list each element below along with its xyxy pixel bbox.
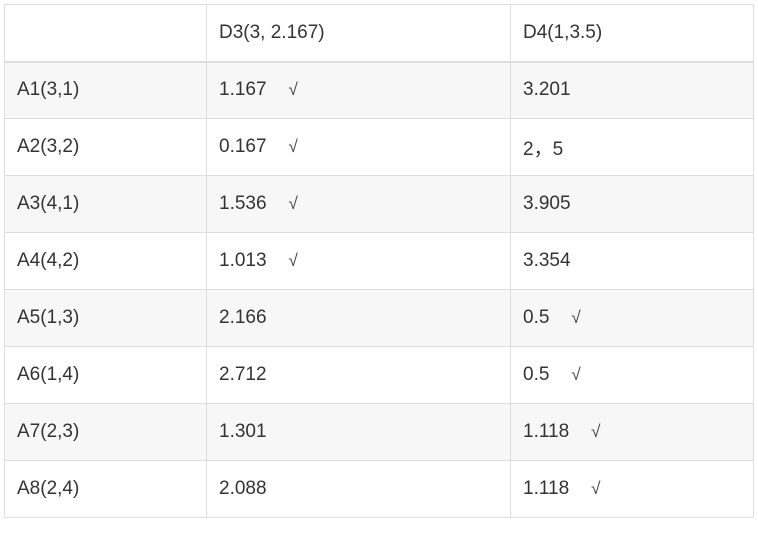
table-row: A3(4,1) 1.536 √ 3.905 (4, 175, 754, 233)
d4-cell: 3.201 (510, 61, 754, 119)
d4-cell: 1.118 √ (510, 460, 754, 518)
d3-cell: 2.166 (206, 289, 511, 347)
d4-value: 0.5 (523, 307, 550, 328)
row-label: A3(4,1) (4, 175, 207, 233)
table-row: A2(3,2) 0.167 √ 2，5 (4, 118, 754, 176)
check-mark-icon: √ (288, 251, 298, 270)
d3-cell: 2.712 (206, 346, 511, 404)
check-mark-icon: √ (571, 308, 581, 327)
d3-cell: 1.013 √ (206, 232, 511, 290)
d4-value: 1.118 (523, 421, 570, 442)
d4-value: 0.5 (523, 364, 550, 385)
check-mark-icon: √ (571, 365, 581, 384)
d3-cell: 0.167 √ (206, 118, 511, 176)
d3-value: 2.166 (219, 307, 267, 328)
d4-cell: 0.5 √ (510, 346, 754, 404)
d3-cell: 1.301 (206, 403, 511, 461)
table-row: A8(2,4) 2.088 1.118 √ (4, 460, 754, 518)
table-header-row: D3(3, 2.167) D4(1,3.5) (4, 4, 754, 63)
row-label: A2(3,2) (4, 118, 207, 176)
d4-cell: 0.5 √ (510, 289, 754, 347)
d4-cell: 1.118 √ (510, 403, 754, 461)
d4-cell: 2，5 (510, 118, 754, 176)
header-corner (4, 4, 207, 63)
d3-value: 2.712 (219, 364, 267, 385)
d4-value: 1.118 (523, 478, 570, 499)
table-row: A1(3,1) 1.167 √ 3.201 (4, 61, 754, 119)
row-label: A8(2,4) (4, 460, 207, 518)
d4-value: 3.354 (523, 250, 571, 271)
table-row: A5(1,3) 2.166 0.5 √ (4, 289, 754, 347)
row-label: A6(1,4) (4, 346, 207, 404)
d4-cell: 3.354 (510, 232, 754, 290)
d4-value: 3.905 (523, 193, 571, 214)
d3-cell: 1.536 √ (206, 175, 511, 233)
d3-value: 1.536 (219, 193, 267, 214)
d3-value: 1.167 (219, 79, 267, 101)
d3-cell: 2.088 (206, 460, 511, 518)
row-label: A1(3,1) (4, 61, 207, 119)
table-row: A6(1,4) 2.712 0.5 √ (4, 346, 754, 404)
row-label: A7(2,3) (4, 403, 207, 461)
d3-value: 1.013 (219, 250, 267, 271)
d4-cell: 3.905 (510, 175, 754, 233)
check-mark-icon: √ (591, 479, 601, 498)
row-label: A5(1,3) (4, 289, 207, 347)
row-label: A4(4,2) (4, 232, 207, 290)
table-row: A7(2,3) 1.301 1.118 √ (4, 403, 754, 461)
check-mark-icon: √ (288, 80, 298, 100)
d3-value: 1.301 (219, 421, 267, 442)
d3-value: 0.167 (219, 136, 267, 157)
header-d3: D3(3, 2.167) (206, 4, 511, 63)
distance-table: D3(3, 2.167) D4(1,3.5) A1(3,1) 1.167 √ 3.… (4, 4, 754, 518)
check-mark-icon: √ (288, 137, 298, 156)
header-d4: D4(1,3.5) (510, 4, 754, 63)
d3-value: 2.088 (219, 478, 267, 499)
check-mark-icon: √ (288, 194, 298, 213)
table-row: A4(4,2) 1.013 √ 3.354 (4, 232, 754, 290)
d4-value: 2，5 (523, 138, 564, 160)
distance-table-container: D3(3, 2.167) D4(1,3.5) A1(3,1) 1.167 √ 3.… (4, 4, 754, 518)
check-mark-icon: √ (591, 422, 601, 441)
d3-cell: 1.167 √ (206, 61, 511, 119)
d4-value: 3.201 (523, 79, 571, 101)
